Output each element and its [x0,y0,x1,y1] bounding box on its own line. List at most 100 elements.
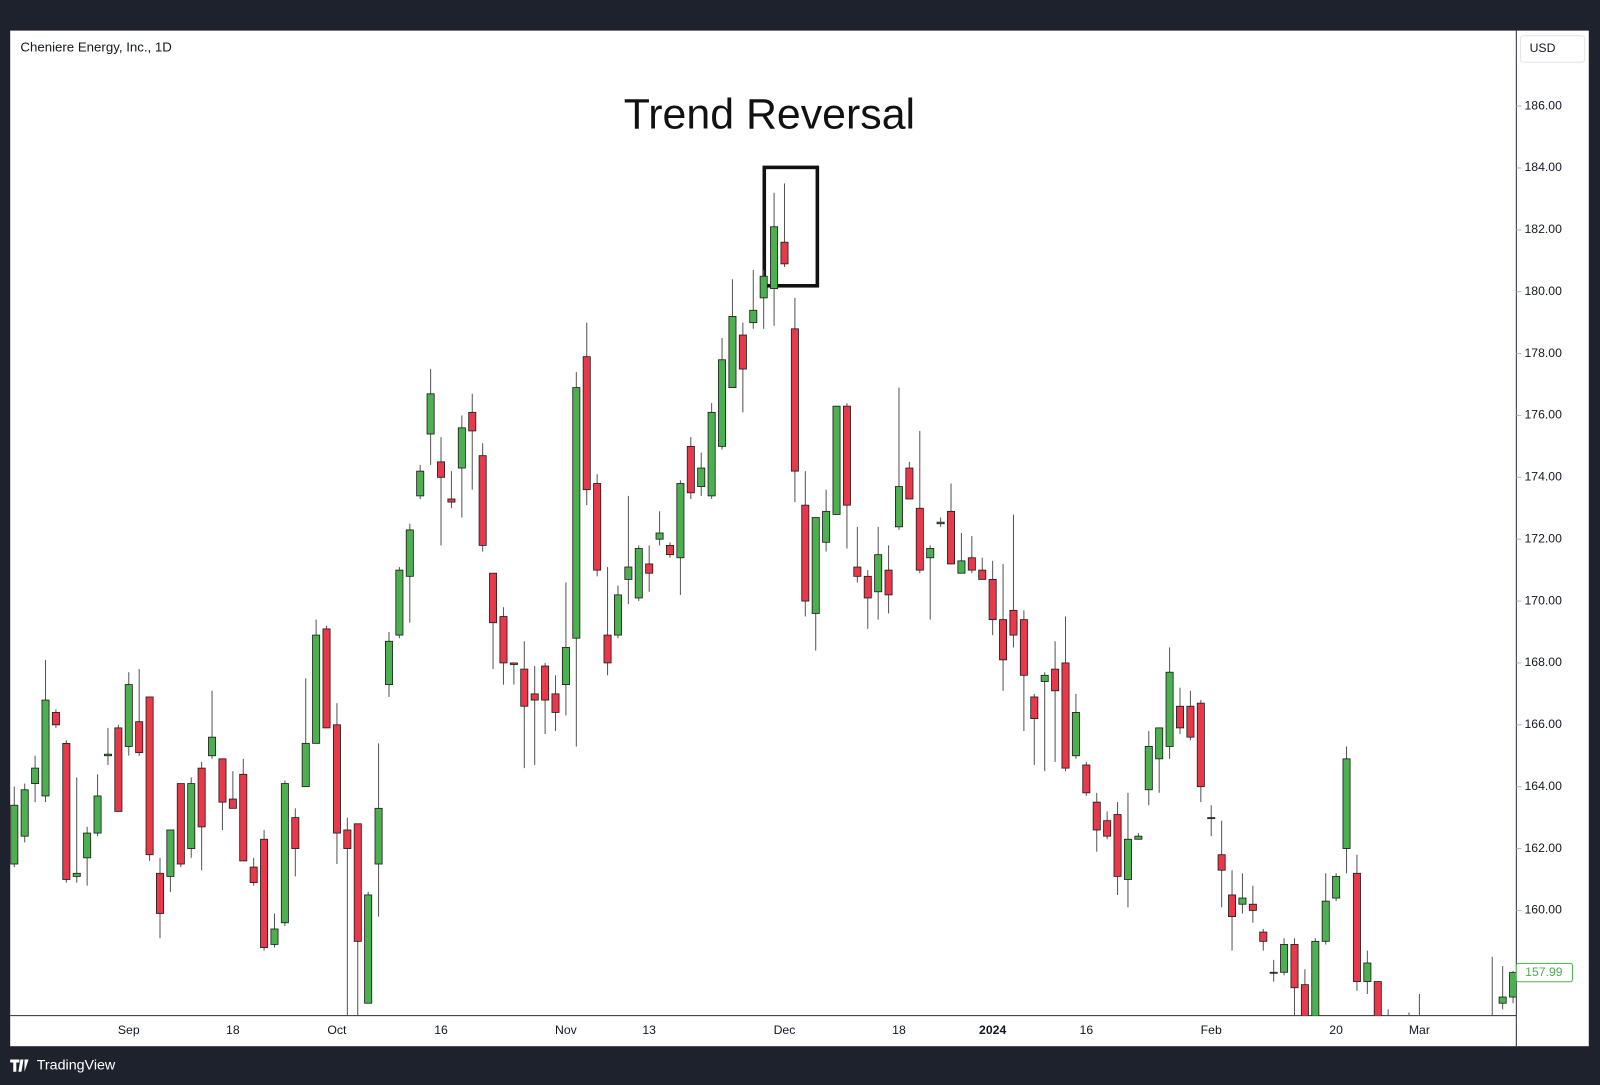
x-tick-label: Mar [1409,1023,1430,1037]
candle-body [884,569,893,596]
candle-body [187,783,196,849]
candle-body [541,665,550,701]
candle-body [1113,814,1122,877]
brand-name: TradingView [37,1057,116,1073]
candle-body [41,699,50,797]
y-tick-label: 164.00 [1524,779,1562,793]
candle-body [967,557,976,571]
candle-body [749,309,758,324]
candle-body [738,334,747,370]
candle-body [707,411,716,497]
candle-body [437,461,446,478]
y-tick-label: 176.00 [1524,408,1562,422]
candle-body [197,767,206,828]
x-tick-label: Dec [774,1023,796,1037]
candle-body [915,507,924,571]
candle-body [208,736,217,757]
currency-button[interactable] [1519,35,1586,63]
candle-body [31,767,40,784]
candle-body [468,411,477,432]
candle-body [603,634,612,664]
candle-body [416,470,425,497]
x-tick-label: Nov [555,1023,578,1037]
x-tick-label: 16 [1080,1023,1094,1037]
candle-body [260,838,269,948]
candle-body [1082,764,1091,794]
candle-body [124,684,133,747]
candle-body [1207,817,1216,820]
candle-body [645,563,654,574]
candle-body [447,498,456,503]
candle-body [1030,696,1039,720]
currency-label[interactable]: USD [1530,41,1556,55]
candle-body [1051,668,1060,692]
candle-body [1228,894,1237,918]
candle-body [457,427,466,469]
x-tick-label: Feb [1201,1023,1222,1037]
candle-body [1332,875,1341,899]
y-tick-label: 178.00 [1524,346,1562,360]
candle-body [1311,940,1320,1016]
candle-body [624,566,633,580]
candle-body [572,387,581,639]
last-price-box [1515,962,1573,983]
candle-body [1144,746,1153,791]
candle-body [926,548,935,559]
x-tick-label: 20 [1329,1023,1343,1037]
candle-body [551,693,560,713]
y-tick-label: 184.00 [1524,160,1562,174]
candle-body [1280,944,1289,973]
candle-body [1196,702,1205,788]
candle-body [353,823,362,942]
candle-body [1248,903,1257,911]
candle-body [228,798,237,809]
x-tick-label: 18 [892,1023,906,1037]
candle-body [957,560,966,574]
candle-body [1342,758,1351,849]
candle-body [905,467,914,500]
annotation-title: Trend Reversal [624,91,915,139]
x-tick-label: Sep [118,1023,140,1037]
candle-body [874,554,883,593]
symbol-label: Cheniere Energy, Inc., 1D [20,39,171,54]
candle-body [166,829,175,877]
candle-body [1155,727,1164,760]
candle-body [374,807,383,865]
candle-body [322,628,331,729]
candle-body [978,569,987,580]
candle-body [697,467,706,488]
candle-body [1217,854,1226,871]
candle-body [364,894,373,1004]
candle-body [999,619,1008,661]
candle-body [759,275,768,299]
candle-body [103,753,112,757]
candle-body [561,647,570,685]
candle-body [1290,944,1299,989]
candle-body [218,758,227,803]
candle-body [114,727,123,812]
candle-body [270,928,279,945]
candle-body [1186,705,1195,738]
candle-body [593,483,602,571]
y-tick-label: 180.00 [1524,284,1562,298]
candle-body [312,634,321,744]
candle-body [1134,835,1143,840]
candle-body [790,328,799,472]
candle-body [176,783,185,865]
candle-body [1352,872,1361,982]
candle-body [1259,931,1268,942]
y-tick-label: 166.00 [1524,717,1562,731]
candle-body [1363,962,1372,982]
y-tick-label: 170.00 [1524,593,1562,607]
candle-body [1061,662,1070,769]
y-tick-label: 168.00 [1524,655,1562,669]
candle-body [863,575,872,599]
axes: 160.00 162.00 164.00 166.00 168.00 170.00 172.… [118,98,1573,1037]
candle-body [1269,971,1278,974]
candle-body [343,829,352,849]
candle-body [822,510,831,543]
candle-body [853,566,862,577]
candle-body [1176,705,1184,729]
candle-body [1321,900,1330,942]
candle-body [832,405,841,515]
